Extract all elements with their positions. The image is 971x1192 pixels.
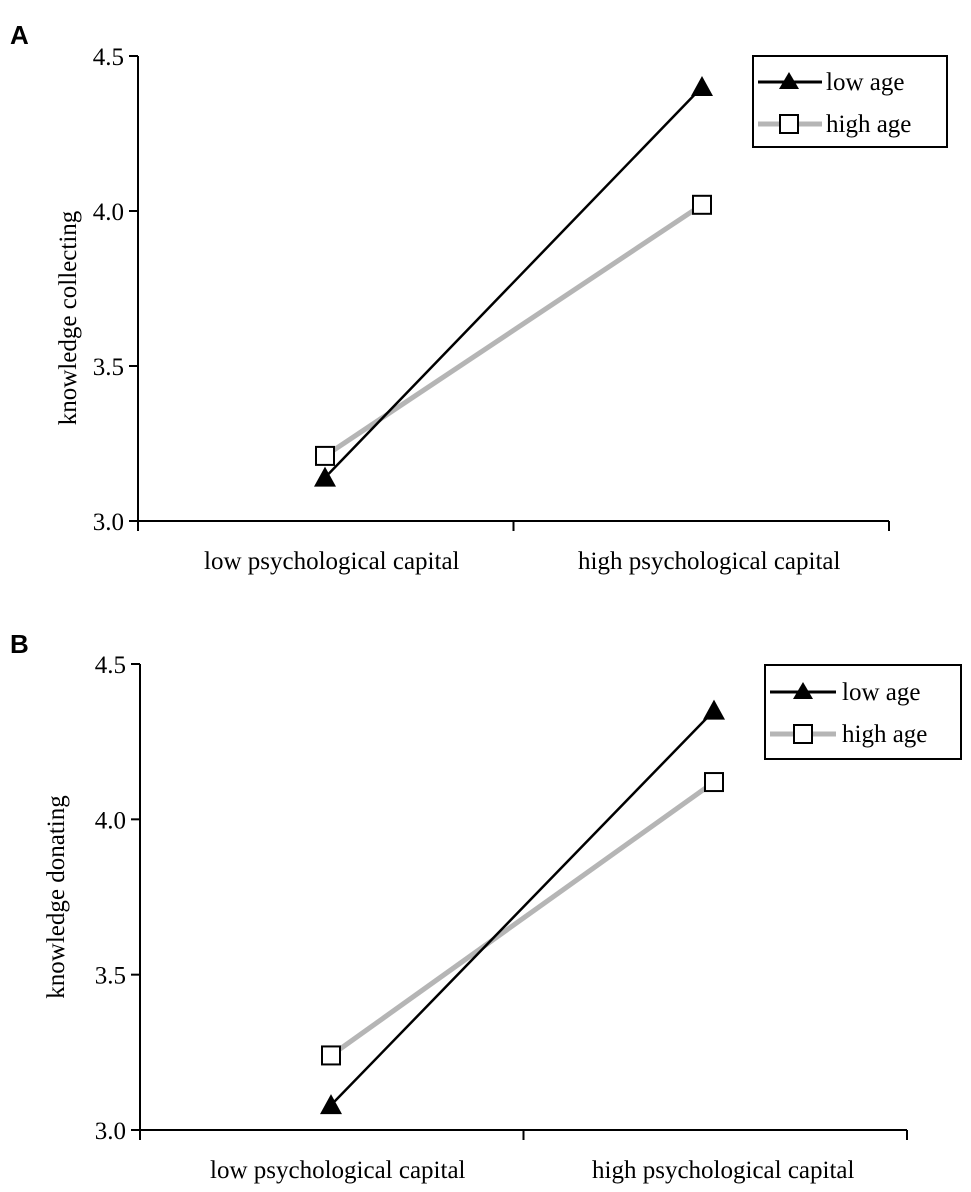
legend-label-high-age: high age — [826, 111, 911, 138]
legend-label-high-age: high age — [842, 721, 927, 748]
y-tick-label: 4.5 — [95, 652, 126, 679]
data-point — [314, 466, 336, 487]
data-point — [703, 699, 725, 720]
y-tick-label: 4.5 — [93, 44, 124, 71]
x-category-label: low psychological capital — [204, 548, 460, 575]
chart-panel-a: A 3.0 3.5 4.0 4.5 low psychological capi… — [10, 20, 948, 575]
x-ticks: low psychological capital high psycholog… — [137, 521, 890, 575]
x-category-label: high psychological capital — [578, 548, 840, 575]
y-axis-label: knowledge collecting — [55, 210, 82, 425]
y-tick-label: 3.0 — [93, 509, 124, 536]
legend-label-low-age: low age — [826, 69, 904, 96]
legend-square-marker — [779, 114, 799, 134]
y-tick-label: 4.0 — [95, 807, 126, 834]
legend-triangle-marker — [793, 682, 813, 699]
legend: low age high age — [752, 55, 948, 148]
y-tick-label: 4.0 — [93, 199, 124, 226]
legend: low age high age — [764, 664, 962, 760]
legend-label-low-age: low age — [842, 679, 920, 706]
x-ticks: low psychological capital high psycholog… — [139, 1130, 908, 1184]
data-point — [691, 76, 713, 96]
series-line — [324, 86, 703, 479]
legend-triangle-marker — [779, 72, 799, 89]
data-point — [315, 445, 335, 466]
y-ticks: 3.0 3.5 4.0 4.5 — [93, 44, 138, 536]
series-low-age — [320, 699, 725, 1115]
y-tick-label: 3.5 — [93, 354, 124, 381]
y-ticks: 3.0 3.5 4.0 4.5 — [95, 652, 140, 1145]
series-low-age — [314, 76, 713, 487]
data-point — [692, 194, 712, 215]
x-category-label: high psychological capital — [592, 1157, 854, 1184]
series-line — [329, 780, 716, 1058]
series-line — [330, 709, 715, 1107]
series-high-age — [321, 772, 724, 1066]
panel-label: A — [10, 20, 29, 50]
data-point — [321, 1045, 341, 1066]
x-category-label: low psychological capital — [210, 1157, 466, 1184]
y-tick-label: 3.0 — [95, 1118, 126, 1145]
data-point — [320, 1094, 342, 1115]
y-axis-label: knowledge donating — [43, 795, 70, 999]
chart-panel-b: B 3.0 3.5 4.0 4.5 low psychological capi… — [10, 629, 962, 1184]
legend-square-marker — [793, 724, 813, 744]
y-tick-label: 3.5 — [95, 963, 126, 990]
panel-label: B — [10, 629, 29, 659]
data-point — [704, 772, 724, 793]
